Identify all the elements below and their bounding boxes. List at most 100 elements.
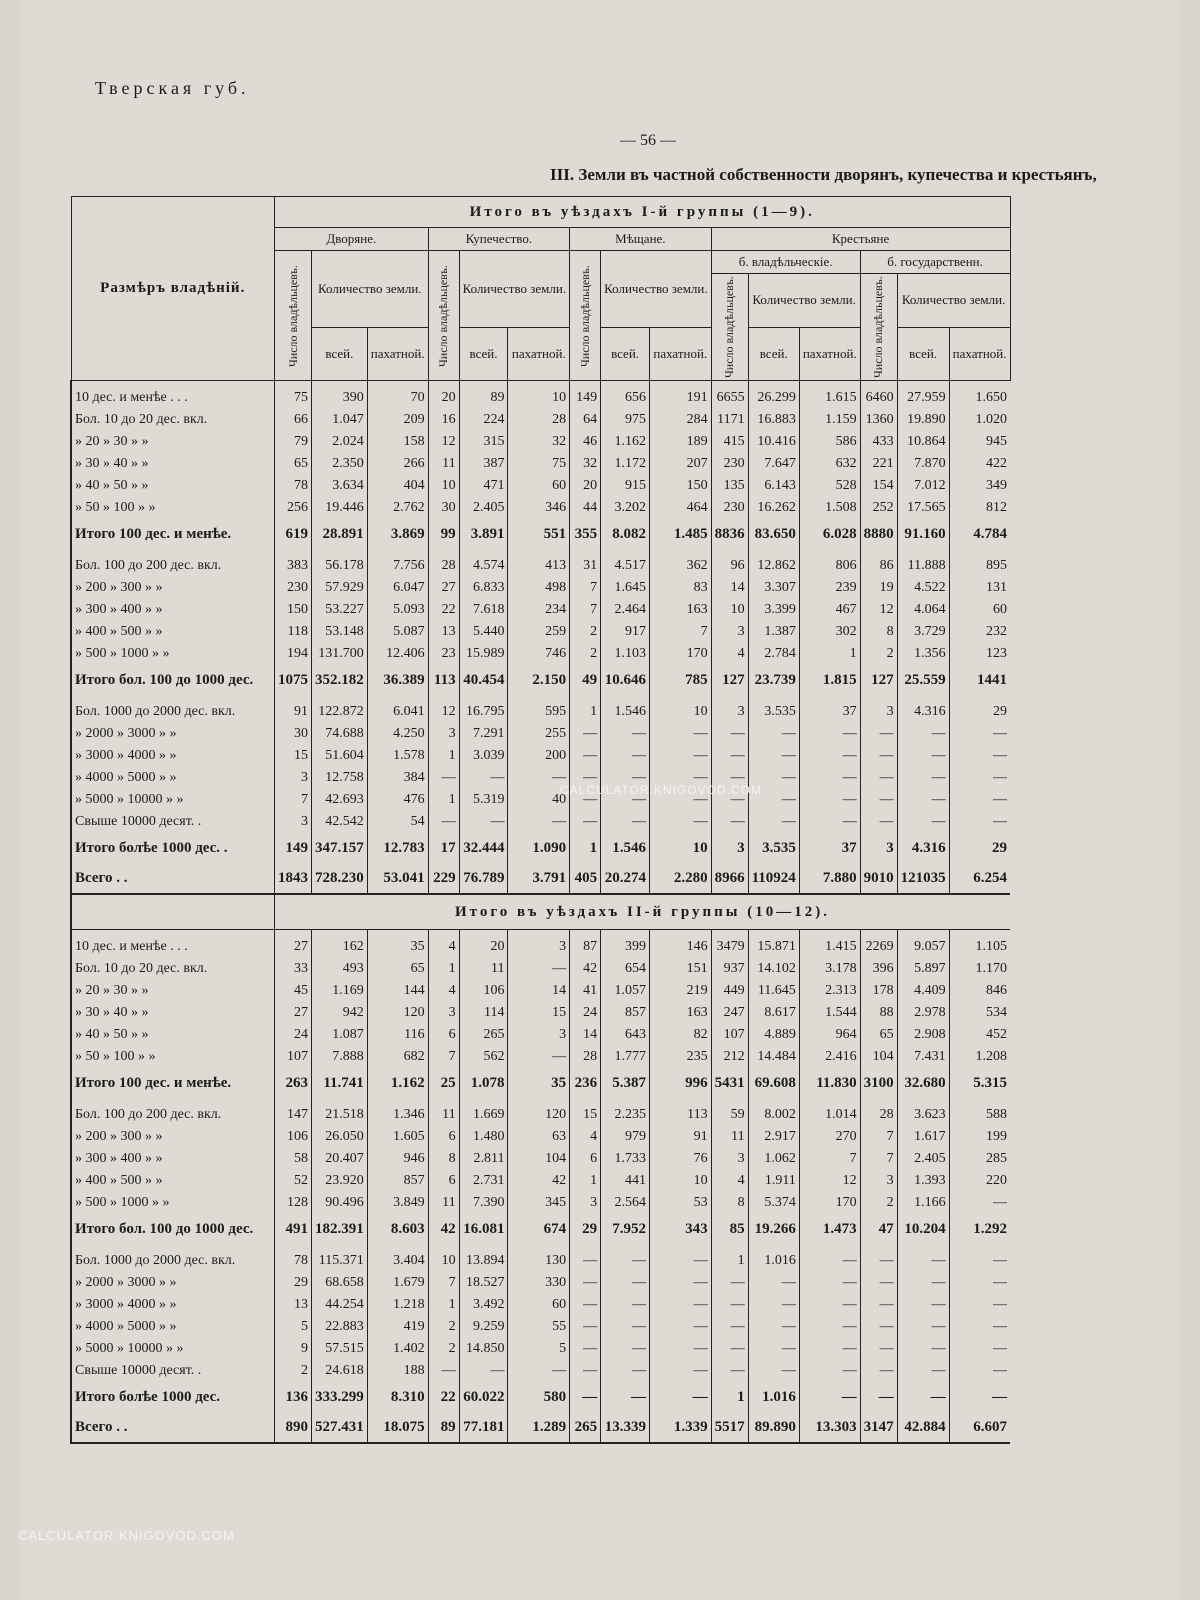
cell: 40	[507, 789, 570, 811]
cell: 2.811	[458, 1148, 508, 1170]
cell: 10	[710, 599, 749, 621]
table-row: » 400 » 500 » » 118 53.148 5.087 13 5.440 259 2…	[70, 621, 1010, 643]
cell: —	[648, 1360, 712, 1382]
cell: 42	[427, 1214, 460, 1244]
stub-blank	[70, 893, 275, 930]
cell: 890	[274, 1412, 312, 1444]
cell: 1075	[274, 665, 312, 695]
cell: —	[798, 1382, 861, 1412]
cell: 36.389	[366, 665, 429, 695]
cell: —	[859, 723, 898, 745]
table-row: » 20 » 30 » » 45 1.169 144 4 106 14 41 1.057 219 4…	[70, 980, 1010, 1002]
spacer	[798, 695, 861, 701]
cell: 113	[427, 665, 460, 695]
cell: 3	[569, 1192, 601, 1214]
cell: —	[798, 1294, 861, 1316]
cell: 150	[648, 475, 712, 497]
land-header: Количество земли.	[896, 273, 1011, 328]
arable-header: пахатной.	[648, 326, 712, 381]
cell: 23	[427, 643, 460, 665]
cell: 362	[648, 555, 712, 577]
cell: 212	[710, 1046, 749, 1068]
cell: 89.890	[747, 1412, 800, 1444]
stub-header: Размѣръ владѣній.	[70, 196, 275, 381]
cell: 806	[798, 555, 861, 577]
cell: —	[948, 1250, 1010, 1272]
row-label: » 50 » 100 » »	[70, 497, 275, 519]
cell: 53.227	[311, 599, 368, 621]
section-title: Итого въ уѣздахъ II-й группы (10—12).	[274, 893, 1010, 930]
cell: 60	[507, 475, 570, 497]
spacer	[948, 929, 1010, 936]
cell: 1.733	[600, 1148, 650, 1170]
cell: —	[710, 811, 749, 833]
spacer	[70, 1244, 275, 1250]
cell: 8836	[710, 519, 749, 549]
cell: —	[648, 767, 712, 789]
cell: —	[569, 811, 601, 833]
cell: —	[948, 1338, 1010, 1360]
spacer	[70, 695, 275, 701]
cell: 88	[859, 1002, 898, 1024]
row-label: Всего . .	[70, 863, 275, 895]
spacer	[311, 695, 368, 701]
cell: 3.623	[896, 1104, 950, 1126]
cell: 10.416	[747, 431, 800, 453]
cell: 70	[366, 387, 429, 409]
cell: 2.731	[458, 1170, 508, 1192]
spacer	[948, 695, 1010, 701]
cell: 60.022	[458, 1382, 508, 1412]
row-label: » 30 » 40 » »	[70, 453, 275, 475]
spacer	[70, 929, 275, 936]
cell: 10	[648, 1170, 712, 1192]
spacer	[311, 929, 368, 936]
cell: 3.202	[600, 497, 650, 519]
cell: —	[948, 789, 1010, 811]
cell: 11	[427, 1104, 460, 1126]
statistics-table: Размѣръ владѣній. Итого въ уѣздахъ I-й г…	[70, 196, 1011, 1444]
cell: 44	[569, 497, 601, 519]
spacer	[859, 1098, 898, 1104]
cell: 1.078	[458, 1068, 508, 1098]
cell: —	[896, 789, 950, 811]
cell: 123	[948, 643, 1010, 665]
cell: —	[569, 1338, 601, 1360]
cell: 65	[366, 958, 429, 980]
spacer	[896, 695, 950, 701]
cell: 7	[859, 1148, 898, 1170]
cell: 441	[600, 1170, 650, 1192]
cell: 96	[710, 555, 749, 577]
cell: 6.607	[948, 1412, 1010, 1444]
cell: —	[600, 1250, 650, 1272]
cell: 114	[458, 1002, 508, 1024]
spacer	[366, 929, 429, 936]
cell: —	[747, 811, 800, 833]
cell: 895	[948, 555, 1010, 577]
row-label: » 3000 » 4000 » »	[70, 1294, 275, 1316]
cell: 1.485	[648, 519, 712, 549]
spacer	[458, 1098, 508, 1104]
cell: 7	[569, 577, 601, 599]
cell: —	[798, 1250, 861, 1272]
cell: 28	[569, 1046, 601, 1068]
cell: 25	[427, 1068, 460, 1098]
cell: 58	[274, 1148, 312, 1170]
cell: 87	[569, 936, 601, 958]
spacer	[648, 380, 712, 387]
cell: 8.082	[600, 519, 650, 549]
count-header: Число владѣльцевъ.	[274, 250, 312, 381]
cell: 20.407	[311, 1148, 368, 1170]
cell: 4.574	[458, 555, 508, 577]
table-row: » 500 » 1000 » » 128 90.496 3.849 11 7.390 345…	[70, 1192, 1010, 1214]
cell: —	[747, 723, 800, 745]
table-row: 10 дес. и менѣе . . . 75 390 70 20 89 10 149 656…	[70, 387, 1010, 409]
cell: 90.496	[311, 1192, 368, 1214]
cell: 37	[798, 701, 861, 723]
cell: 1	[798, 643, 861, 665]
cell: 12	[427, 701, 460, 723]
cell: 1171	[710, 409, 749, 431]
cell: 106	[458, 980, 508, 1002]
cell: 11.830	[798, 1068, 861, 1098]
cell: —	[507, 811, 570, 833]
cell: 91	[274, 701, 312, 723]
